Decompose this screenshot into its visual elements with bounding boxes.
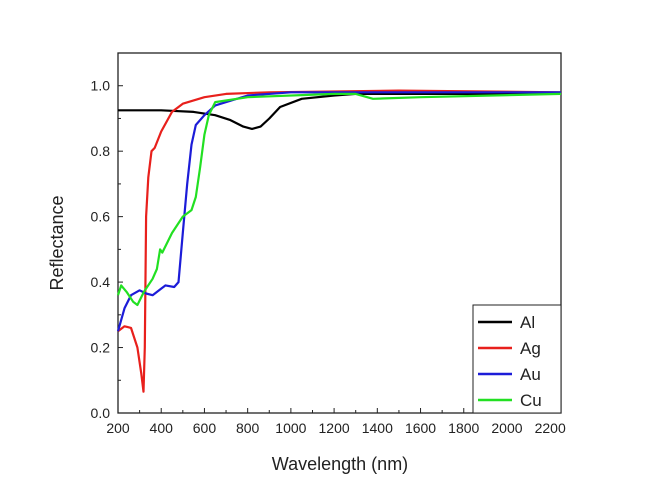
y-axis-label: Reflectance [47, 195, 67, 290]
series-line-ag [117, 89, 562, 393]
legend: Al Ag Au Cu [472, 304, 562, 414]
x-tick-label: 1800 [448, 420, 479, 436]
x-axis: 200 400 600 800 1000 1200 1400 1600 1800 2000 2200 [106, 408, 566, 436]
x-tick-label: 600 [193, 420, 217, 436]
series-line-al [118, 92, 561, 130]
x-tick-label: 800 [236, 420, 260, 436]
x-tick-label: 1000 [275, 420, 306, 436]
legend-label-al: Al [520, 313, 535, 332]
y-tick-label: 0.6 [91, 209, 111, 225]
y-tick-label: 0.2 [91, 340, 111, 356]
series-line-cu [116, 92, 562, 307]
y-tick-label: 1.0 [91, 78, 111, 94]
x-tick-label: 200 [106, 420, 130, 436]
x-tick-label: 1200 [319, 420, 350, 436]
x-axis-label: Wavelength (nm) [272, 454, 408, 474]
legend-label-ag: Ag [520, 339, 541, 358]
series-lines [116, 89, 562, 393]
x-tick-label: 1400 [362, 420, 393, 436]
x-tick-label: 1600 [405, 420, 436, 436]
y-tick-label: 0.4 [91, 274, 111, 290]
x-tick-label: 2000 [491, 420, 522, 436]
plot-frame [117, 52, 562, 414]
legend-label-au: Au [520, 365, 541, 384]
legend-label-cu: Cu [520, 391, 542, 410]
series-line-au [116, 91, 561, 332]
y-axis: 0.0 0.2 0.4 0.6 0.8 1.0 [91, 52, 123, 421]
x-tick-label: 2200 [535, 420, 566, 436]
x-tick-label: 400 [150, 420, 174, 436]
y-tick-label: 0.0 [91, 405, 111, 421]
y-tick-label: 0.8 [91, 143, 111, 159]
